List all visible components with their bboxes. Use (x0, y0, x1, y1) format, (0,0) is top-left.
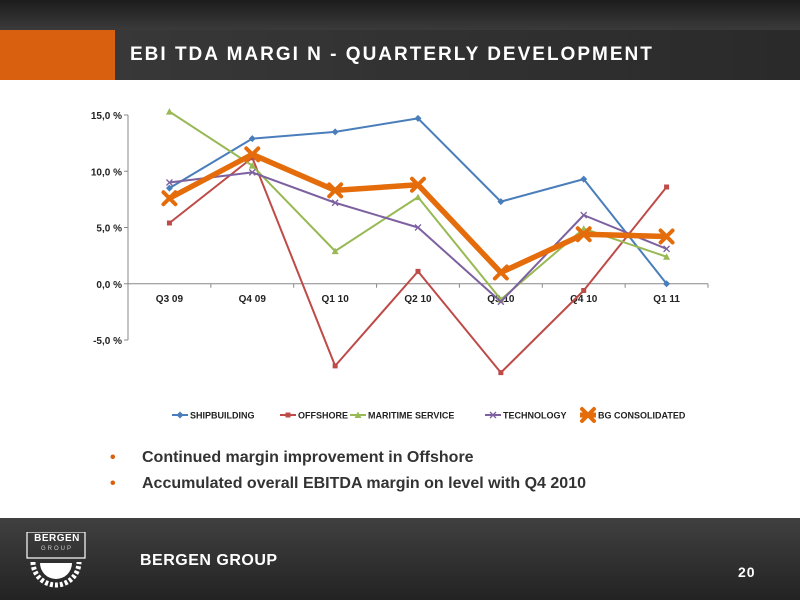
x-tick-label: Q1 11 (653, 294, 680, 305)
y-tick-label: 5,0 % (96, 224, 122, 235)
data-point-bg-consolidated (327, 182, 344, 199)
data-point-technology (580, 211, 588, 219)
data-point-maritime-service (414, 193, 422, 201)
bullet-text: Accumulated overall EBITDA margin on lev… (142, 475, 586, 492)
legend-marker-offshore (285, 412, 291, 418)
data-point-offshore (581, 288, 587, 293)
data-point-bg-consolidated (161, 190, 178, 207)
legend-marker-technology (489, 411, 497, 419)
data-point-offshore (664, 184, 670, 190)
data-point-bg-consolidated (575, 226, 592, 243)
data-point-offshore (415, 268, 421, 274)
data-point-shipbuilding (414, 114, 422, 122)
slide-title: EBI TDA MARGI N - QUARTERLY DEVELOPMENT (130, 44, 654, 65)
data-point-shipbuilding (497, 198, 505, 206)
y-tick-label: 0,0 % (96, 280, 122, 291)
x-tick-label: Q3 09 (156, 294, 184, 305)
data-point-bg-consolidated (244, 146, 261, 163)
bergen-group-logo-icon (26, 532, 86, 588)
data-point-technology (414, 224, 422, 231)
legend-marker-bg-consolidated (580, 407, 596, 423)
data-point-bg-consolidated (492, 264, 509, 281)
data-point-maritime-service (331, 247, 339, 255)
legend-marker-maritime-service (354, 411, 362, 418)
data-point-offshore (498, 370, 504, 376)
bullet-marker: • (110, 475, 116, 492)
top-band (0, 0, 800, 30)
y-tick-label: -5,0 % (93, 336, 122, 347)
x-tick-label: Q1 10 (322, 294, 350, 305)
series-line-shipbuilding (168, 117, 668, 285)
x-tick-label: Q2 10 (404, 294, 432, 305)
line-chart: 15,0 % 10,0 % 5,0 % 0,0 % -5,0 % Q3 09 Q4 09 Q1… (91, 108, 709, 423)
bullet-item: • Accumulated overall EBITDA margin on le… (110, 474, 586, 494)
data-point-technology (165, 179, 173, 186)
legend-label-shipbuilding: SHIPBUILDING (190, 411, 255, 421)
data-point-technology (331, 199, 339, 207)
footer: BERGEN GROUP BERGEN GROUP 20 (0, 518, 800, 600)
data-point-bg-consolidated (658, 228, 675, 245)
data-point-shipbuilding (248, 135, 256, 143)
logo-subtext: GROUP (40, 546, 73, 552)
bullet-text: Continued margin improvement in Offshore (142, 449, 474, 466)
data-point-offshore (249, 155, 255, 161)
data-point-maritime-service (663, 253, 671, 260)
data-point-technology (497, 298, 505, 306)
data-point-shipbuilding (663, 280, 671, 288)
data-point-technology (248, 168, 256, 176)
x-tick-label: Q4 10 (570, 294, 598, 305)
x-tick-label: Q4 09 (239, 294, 267, 305)
data-point-shipbuilding (580, 175, 588, 183)
title-bar: EBI TDA MARGI N - QUARTERLY DEVELOPMENT (0, 30, 800, 80)
data-point-offshore (332, 363, 338, 369)
legend-label-maritime-service: MARITIME SERVICE (368, 411, 454, 421)
bullet-list: • Continued margin improvement in Offshor… (110, 448, 586, 500)
data-point-bg-consolidated (410, 176, 426, 193)
data-point-maritime-service (248, 162, 256, 169)
page-number: 20 (738, 564, 756, 580)
bullet-marker: • (110, 449, 116, 466)
accent-block (0, 30, 115, 80)
y-tick-label: 15,0 % (91, 111, 122, 122)
logo-text: BERGEN (34, 533, 80, 544)
brand-name: BERGEN GROUP (140, 552, 278, 569)
y-tick-label: 10,0 % (91, 167, 122, 178)
legend-label-offshore: OFFSHORE (298, 411, 348, 421)
legend-label-technology: TECHNOLOGY (503, 411, 567, 421)
data-point-offshore (166, 220, 172, 226)
data-point-technology (663, 245, 671, 253)
data-point-maritime-service (165, 108, 173, 115)
legend-marker-shipbuilding (176, 411, 184, 419)
data-point-shipbuilding (331, 128, 339, 136)
legend-label-bg-consolidated: BG CONSOLIDATED (598, 411, 686, 421)
data-point-shipbuilding (165, 184, 173, 192)
bullet-item: • Continued margin improvement in Offshor… (110, 448, 586, 468)
series-line-bg-consolidated (168, 151, 667, 276)
